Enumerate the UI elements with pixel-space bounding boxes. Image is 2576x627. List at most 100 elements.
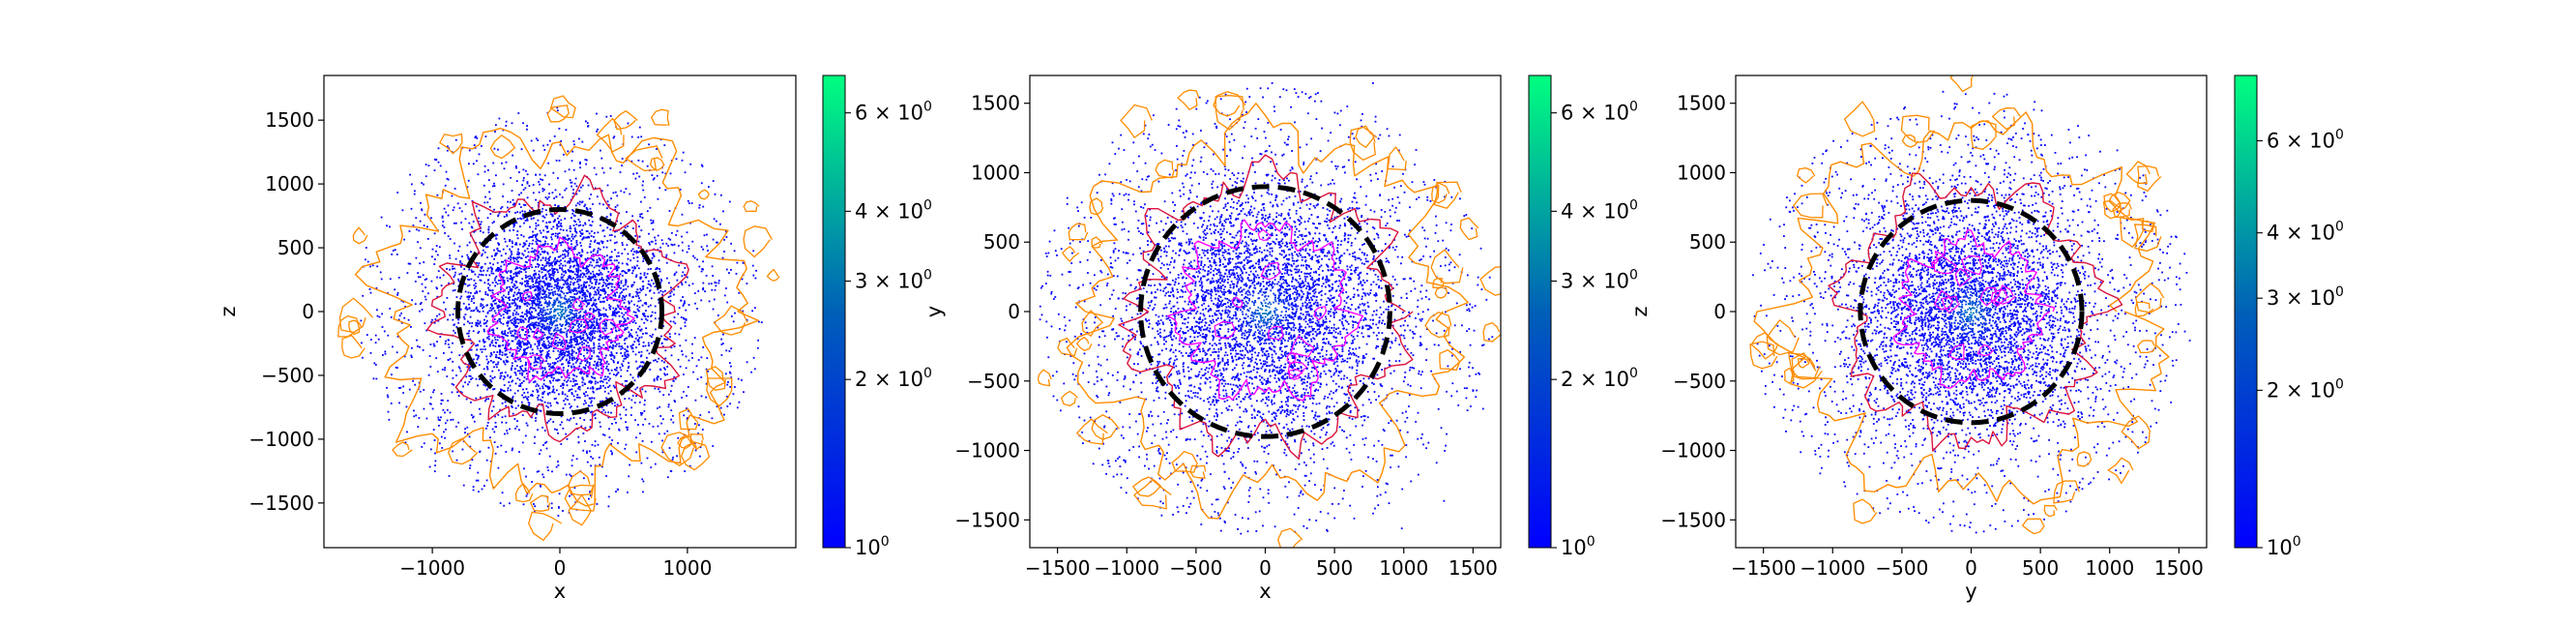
data-point <box>472 163 475 165</box>
data-point <box>641 478 644 481</box>
data-point <box>477 332 480 334</box>
data-point <box>537 282 539 284</box>
data-point <box>530 215 533 218</box>
data-point <box>614 404 616 407</box>
data-point <box>557 305 559 308</box>
data-point <box>611 318 614 320</box>
data-point <box>547 257 550 260</box>
data-point <box>629 321 631 324</box>
data-point <box>535 304 538 307</box>
data-point <box>554 260 557 263</box>
data-point <box>561 311 564 314</box>
data-point <box>635 274 638 277</box>
data-point <box>375 287 378 289</box>
data-point <box>529 308 531 311</box>
data-point <box>559 303 562 306</box>
data-point <box>621 312 624 314</box>
data-point <box>503 216 506 218</box>
data-point <box>566 371 569 373</box>
data-point <box>544 314 547 316</box>
data-point <box>734 386 736 388</box>
data-point <box>538 313 540 315</box>
data-point <box>635 314 638 317</box>
data-point <box>522 315 524 317</box>
data-point <box>584 291 586 294</box>
data-point <box>626 323 628 326</box>
data-point <box>630 334 632 337</box>
data-point <box>513 372 516 373</box>
data-point <box>512 396 514 398</box>
data-point <box>568 342 571 344</box>
data-point <box>637 374 639 377</box>
data-point <box>544 209 547 212</box>
data-point <box>571 243 572 246</box>
data-point <box>553 248 556 250</box>
data-point <box>755 269 757 272</box>
data-point <box>469 315 472 318</box>
data-point <box>560 223 563 224</box>
data-point <box>590 251 593 254</box>
data-point <box>483 368 485 371</box>
data-point <box>509 201 512 203</box>
data-point <box>721 256 724 259</box>
data-point <box>607 339 610 341</box>
data-point <box>524 280 526 283</box>
data-point <box>416 339 418 342</box>
data-point <box>479 279 482 282</box>
data-point <box>556 360 559 363</box>
data-point <box>746 361 748 364</box>
data-point <box>660 422 662 425</box>
data-point <box>584 319 587 321</box>
data-point <box>432 429 435 431</box>
data-point <box>581 294 584 297</box>
data-point <box>408 230 411 232</box>
data-point <box>542 379 545 382</box>
data-point <box>600 406 603 409</box>
data-point <box>641 365 643 368</box>
data-point <box>620 352 623 354</box>
data-point <box>483 373 486 375</box>
data-point <box>533 217 535 220</box>
data-point <box>569 359 571 362</box>
data-point <box>605 381 608 384</box>
data-point <box>523 269 526 271</box>
data-point <box>496 339 499 342</box>
data-point <box>571 357 573 359</box>
data-point <box>551 315 554 318</box>
data-point <box>534 326 537 329</box>
data-point <box>486 293 489 296</box>
data-point <box>499 317 502 320</box>
data-point <box>512 314 514 316</box>
data-point <box>576 276 579 279</box>
data-point <box>565 398 567 400</box>
data-point <box>616 274 619 276</box>
data-point <box>483 269 484 272</box>
data-point <box>574 177 577 180</box>
data-point <box>593 259 595 262</box>
data-point <box>550 233 553 236</box>
data-point <box>728 272 730 274</box>
data-point <box>432 343 435 345</box>
data-point <box>598 283 600 285</box>
data-point <box>530 277 532 280</box>
data-point <box>575 310 578 312</box>
data-point <box>499 250 501 253</box>
data-point <box>532 370 535 372</box>
data-point <box>581 287 584 290</box>
data-point <box>583 419 586 421</box>
data-point <box>555 246 557 249</box>
data-point <box>720 338 722 341</box>
data-point <box>605 267 608 270</box>
data-point <box>474 287 476 289</box>
data-point <box>509 296 511 299</box>
data-point <box>669 320 672 323</box>
data-point <box>515 222 518 224</box>
data-point <box>570 329 572 331</box>
data-point <box>543 401 546 403</box>
data-point <box>589 398 592 400</box>
data-point <box>544 242 546 245</box>
data-point <box>549 418 552 421</box>
data-point <box>673 293 675 296</box>
data-point <box>600 314 603 316</box>
data-point <box>519 315 522 317</box>
